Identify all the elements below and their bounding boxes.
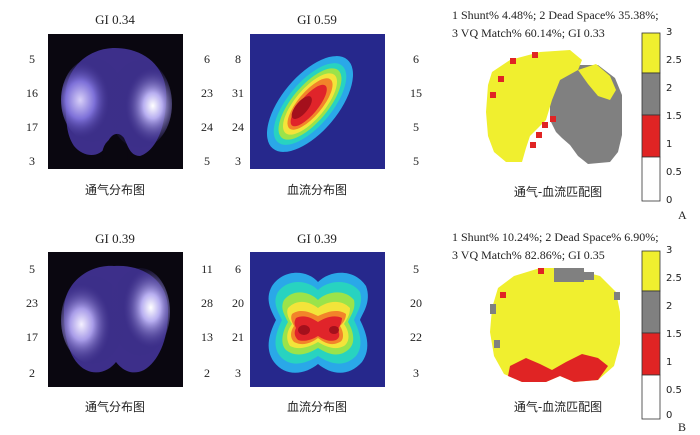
colorbar-tick-1: 1 [666,139,673,150]
colorbar-tick-0: 0 [666,195,673,206]
colorbar-tick-3: 3 [666,245,673,256]
perfusion-left-value-1: 6 [235,262,241,276]
vq-stats-line-2: 3 VQ Match% 82.86%; GI 0.35 [452,248,605,262]
perfusion-caption: 血流分布图 [286,183,347,197]
ventilation-caption: 通气分布图 [84,183,145,197]
perfusion-right-value-3: 5 [413,120,419,134]
colorbar-tick-2-5: 2.5 [666,55,682,66]
perfusion-gi-title: GI 0.39 [297,231,337,246]
perfusion-gi-title: GI 0.59 [297,12,337,27]
perfusion-left-value-1: 8 [235,52,241,66]
vq-stats-line-1: 1 Shunt% 4.48%; 2 Dead Space% 35.38%; [452,8,659,22]
vq-caption: 通气-血流匹配图 [513,400,603,414]
perfusion-left-value-4: 3 [235,366,241,380]
perfusion-image [250,252,385,387]
ventilation-right-value-3: 13 [201,330,213,344]
perfusion-image [250,34,385,169]
perfusion-right-value-2: 20 [410,296,422,310]
vq-caption: 通气-血流匹配图 [513,185,603,199]
panel-label-a: A [678,208,687,222]
panel-label-b: B [678,420,687,434]
ventilation-right-value-1: 11 [201,262,213,276]
perfusion-right-value-1: 6 [413,52,419,66]
colorbar-tick-0: 0 [666,410,673,421]
ventilation-left-value-3: 17 [26,120,38,134]
colorbar-tick-2: 2 [666,83,673,94]
vq-stats-line-2: 3 VQ Match% 60.14%; GI 0.33 [452,26,605,40]
ventilation-left-value-1: 5 [29,262,35,276]
ventilation-right-value-4: 5 [204,154,210,168]
perfusion-right-value-4: 3 [413,366,419,380]
ventilation-left-value-1: 5 [29,52,35,66]
ventilation-right-value-2: 23 [201,86,213,100]
colorbar [641,250,661,420]
perfusion-caption: 血流分布图 [286,400,347,414]
colorbar-tick-2-5: 2.5 [666,273,682,284]
ventilation-left-value-4: 3 [29,154,35,168]
perfusion-left-value-2: 20 [232,296,244,310]
ventilation-caption: 通气分布图 [84,400,145,414]
ventilation-gi-title: GI 0.39 [95,231,135,246]
ventilation-left-value-4: 2 [29,366,35,380]
vq-match-map [470,258,630,398]
colorbar-tick-1: 1 [666,357,673,368]
perfusion-right-value-4: 5 [413,154,419,168]
vq-stats-line-1: 1 Shunt% 10.24%; 2 Dead Space% 6.90%; [452,230,659,244]
ventilation-right-value-3: 24 [201,120,213,134]
perfusion-left-value-3: 24 [232,120,244,134]
perfusion-left-value-3: 21 [232,330,244,344]
vq-match-map [470,40,630,185]
ventilation-image [48,252,183,387]
colorbar [641,32,661,202]
perfusion-left-value-4: 3 [235,154,241,168]
perfusion-right-value-2: 15 [410,86,422,100]
colorbar-tick-2: 2 [666,301,673,312]
perfusion-right-value-1: 5 [413,262,419,276]
perfusion-left-value-2: 31 [232,86,244,100]
ventilation-right-value-2: 28 [201,296,213,310]
colorbar-tick-1-5: 1.5 [666,111,682,122]
colorbar-tick-3: 3 [666,27,673,38]
ventilation-image [48,34,183,169]
colorbar-tick-0-5: 0.5 [666,167,682,178]
ventilation-right-value-4: 2 [204,366,210,380]
ventilation-left-value-2: 16 [26,86,38,100]
ventilation-right-value-1: 6 [204,52,210,66]
colorbar-tick-0-5: 0.5 [666,385,682,396]
ventilation-left-value-3: 17 [26,330,38,344]
perfusion-right-value-3: 22 [410,330,422,344]
colorbar-tick-1-5: 1.5 [666,329,682,340]
ventilation-left-value-2: 23 [26,296,38,310]
ventilation-gi-title: GI 0.34 [95,12,135,27]
